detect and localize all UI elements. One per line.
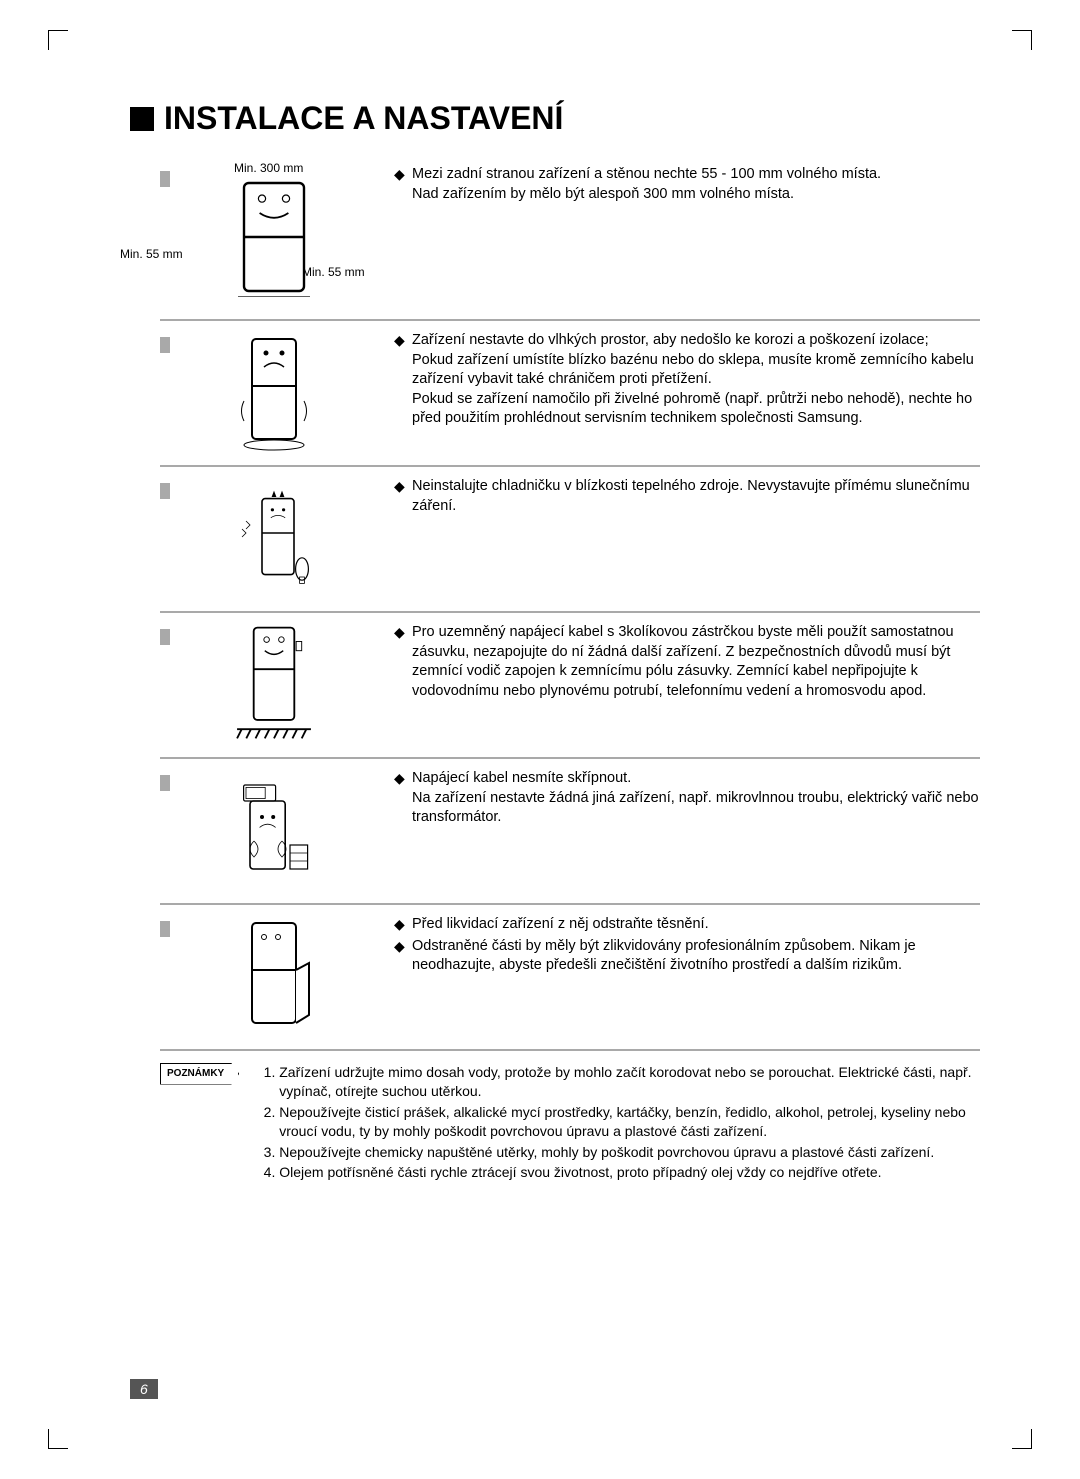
diamond-bullet-icon: ◆ (394, 477, 412, 516)
illustration-ground (184, 623, 364, 743)
diamond-bullet-icon: ◆ (394, 915, 412, 935)
fridge-heat-icon (234, 477, 314, 597)
illustration-clearance: Min. 300 mm Min. 55 mm Min. 55 mm (184, 165, 364, 305)
section-text: ◆ Před likvidací zařízení z něj odstraňt… (364, 915, 980, 978)
note-item: Nepoužívejte čisticí prášek, alkalické m… (279, 1103, 980, 1141)
bullet-text: Mezi zadní stranou zařízení a stěnou nec… (412, 165, 980, 204)
illustration-heat (184, 477, 364, 597)
notes-badge: POZNÁMKY (160, 1063, 239, 1085)
section-cord: ◆ Napájecí kabel nesmíte skřípnout. Na z… (160, 759, 980, 905)
page-content: INSTALACE A NASTAVENÍ Min. 300 mm Min. 5… (130, 100, 980, 1379)
page-number: 6 (130, 1379, 158, 1399)
section-ground: ◆ Pro uzemněný napájecí kabel s 3kolíkov… (160, 613, 980, 759)
bullet-text: Pro uzemněný napájecí kabel s 3kolíkovou… (412, 623, 980, 701)
fridge-microwave-icon (234, 769, 314, 889)
section-disposal: ◆ Před likvidací zařízení z něj odstraňt… (160, 905, 980, 1051)
bullet-text: Odstraněné části by měly být zlikvidován… (412, 937, 980, 976)
page-title: INSTALACE A NASTAVENÍ (130, 100, 980, 137)
bullet-text: Před likvidací zařízení z něj odstraňte … (412, 915, 980, 935)
fridge-sad-icon (234, 331, 314, 451)
bullet-text: Napájecí kabel nesmíte skřípnout. Na zař… (412, 769, 980, 828)
note-item: Olejem potřísněné části rychle ztrácejí … (279, 1163, 980, 1182)
section-tick-icon (160, 483, 170, 499)
label-left-clearance: Min. 55 mm (120, 247, 183, 261)
note-item: Nepoužívejte chemicky napuštěné utěrky, … (279, 1143, 980, 1162)
title-square-icon (130, 107, 154, 131)
section-text: ◆ Zařízení nestavte do vlhkých prostor, … (364, 331, 980, 431)
note-item: Zařízení udržujte mimo dosah vody, proto… (279, 1063, 980, 1101)
section-tick-icon (160, 171, 170, 187)
illustration-cord (184, 769, 364, 889)
label-top-clearance: Min. 300 mm (234, 161, 303, 175)
section-tick-icon (160, 921, 170, 937)
section-heat: ◆ Neinstalujte chladničku v blízkosti te… (160, 467, 980, 613)
bullet-text: Neinstalujte chladničku v blízkosti tepe… (412, 477, 980, 516)
fridge-open-icon (234, 915, 314, 1035)
section-text: ◆ Napájecí kabel nesmíte skřípnout. Na z… (364, 769, 980, 830)
section-text: ◆ Neinstalujte chladničku v blízkosti te… (364, 477, 980, 518)
title-text: INSTALACE A NASTAVENÍ (164, 100, 563, 137)
diamond-bullet-icon: ◆ (394, 623, 412, 701)
fridge-icon (234, 177, 314, 297)
illustration-moisture (184, 331, 364, 451)
notes-list: Zařízení udržujte mimo dosah vody, proto… (257, 1063, 980, 1184)
notes-block: POZNÁMKY Zařízení udržujte mimo dosah vo… (160, 1063, 980, 1184)
diamond-bullet-icon: ◆ (394, 165, 412, 204)
diamond-bullet-icon: ◆ (394, 769, 412, 828)
section-text: ◆ Mezi zadní stranou zařízení a stěnou n… (364, 165, 980, 206)
section-moisture: ◆ Zařízení nestavte do vlhkých prostor, … (160, 321, 980, 467)
diamond-bullet-icon: ◆ (394, 331, 412, 429)
illustration-disposal (184, 915, 364, 1035)
section-tick-icon (160, 337, 170, 353)
diamond-bullet-icon: ◆ (394, 937, 412, 976)
fridge-ground-icon (234, 623, 314, 743)
section-text: ◆ Pro uzemněný napájecí kabel s 3kolíkov… (364, 623, 980, 703)
section-tick-icon (160, 629, 170, 645)
bullet-text: Zařízení nestavte do vlhkých prostor, ab… (412, 331, 980, 429)
section-clearance: Min. 300 mm Min. 55 mm Min. 55 mm ◆ Mezi… (160, 155, 980, 321)
section-tick-icon (160, 775, 170, 791)
